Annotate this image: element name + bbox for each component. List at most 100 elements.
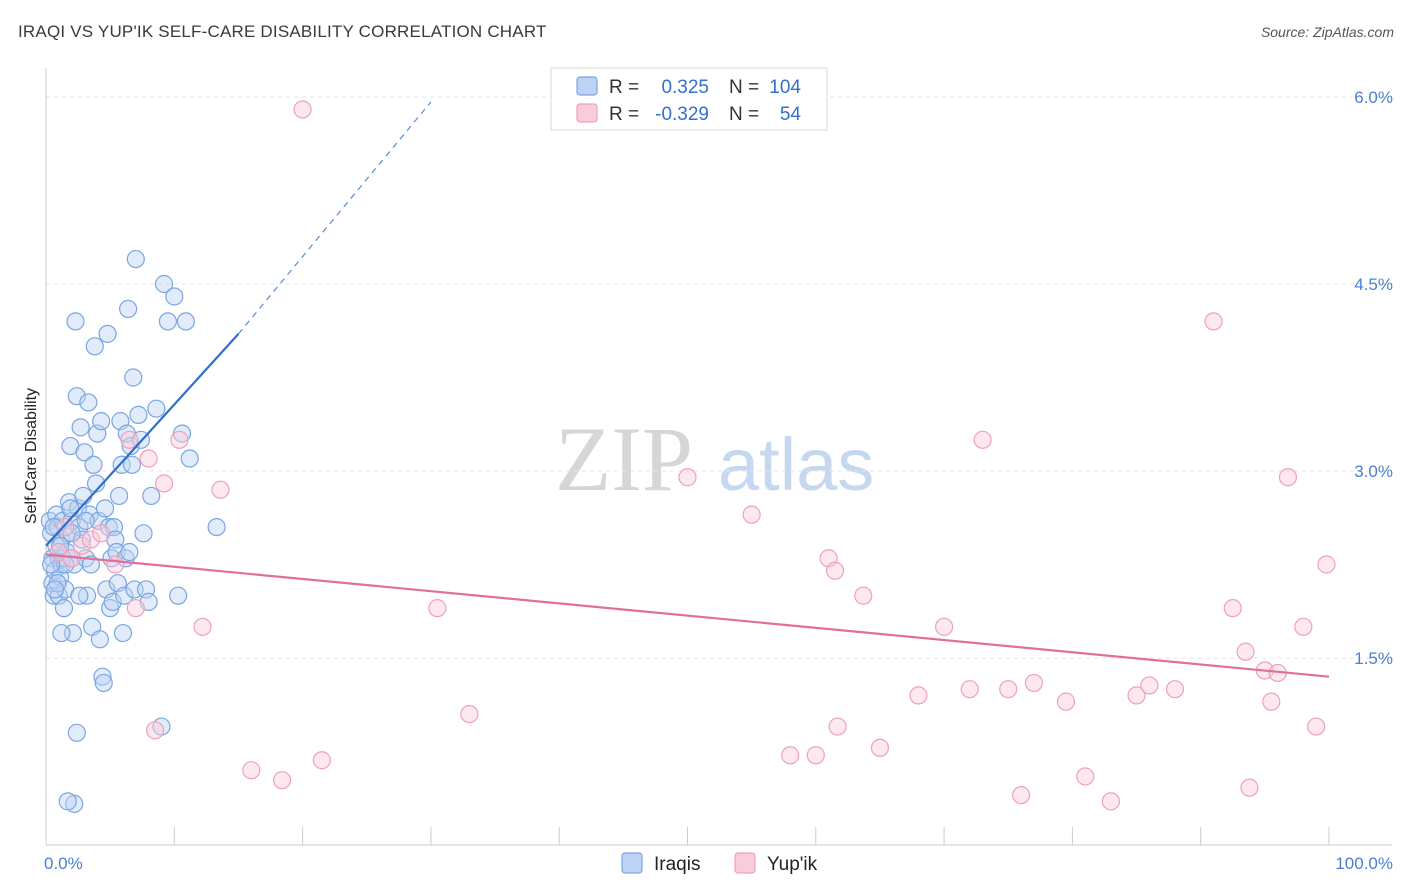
point-iraqis <box>71 418 90 437</box>
point-iraqis <box>98 324 117 343</box>
legend-swatch-yupik <box>576 103 598 123</box>
x-tick-label-max: 100.0% <box>1335 854 1393 873</box>
point-yupik <box>1240 778 1259 797</box>
point-yupik <box>1101 792 1120 811</box>
legend-n-label-iraqis: N = <box>729 77 759 98</box>
point-iraqis <box>147 399 166 418</box>
bottom-legend-label-yupik: Yup'ik <box>767 854 818 875</box>
point-yupik <box>1011 786 1031 805</box>
point-iraqis <box>154 274 174 294</box>
point-iraqis <box>126 249 145 269</box>
legend-swatch-iraqis <box>576 76 598 96</box>
point-yupik <box>1165 680 1185 699</box>
point-yupik <box>193 617 212 636</box>
trend-line-iraqis <box>45 333 240 547</box>
point-yupik <box>973 430 992 449</box>
point-yupik <box>312 751 331 770</box>
point-iraqis <box>51 536 70 555</box>
point-iraqis <box>66 312 85 331</box>
axes <box>45 68 1392 846</box>
point-iraqis <box>119 299 138 319</box>
point-iraqis <box>74 486 93 506</box>
source-label: Source: ZipAtlas.com <box>1260 24 1394 40</box>
point-yupik <box>211 480 230 499</box>
point-yupik <box>1223 599 1242 618</box>
watermark-atlas: atlas <box>718 423 874 506</box>
point-yupik <box>242 761 261 780</box>
point-iraqis <box>129 405 148 424</box>
bottom-legend-swatch-iraqis <box>621 852 643 874</box>
point-iraqis <box>169 586 188 605</box>
point-iraqis <box>61 499 80 518</box>
point-yupik <box>145 721 165 740</box>
point-iraqis <box>52 623 71 643</box>
point-yupik <box>999 680 1018 699</box>
point-yupik <box>428 599 447 618</box>
point-iraqis <box>134 524 153 543</box>
x-tick-label-min: 0.0% <box>44 854 83 873</box>
point-iraqis <box>121 436 140 456</box>
point-iraqis <box>122 455 142 474</box>
point-yupik <box>106 555 125 574</box>
point-iraqis <box>115 586 134 605</box>
point-iraqis <box>45 580 65 599</box>
point-yupik <box>120 430 139 449</box>
point-yupik <box>293 100 312 119</box>
y-tick-label: 6.0% <box>1354 88 1393 107</box>
point-yupik <box>742 505 761 524</box>
point-yupik <box>934 617 954 636</box>
point-iraqis <box>142 486 161 506</box>
point-yupik <box>960 680 979 699</box>
point-iraqis <box>165 287 184 306</box>
watermark-zip: ZIP <box>555 408 693 510</box>
bottom-legend-label-iraqis: Iraqis <box>654 854 700 875</box>
point-yupik <box>154 474 174 493</box>
point-yupik <box>854 586 873 605</box>
point-iraqis <box>120 542 139 562</box>
point-iraqis <box>84 455 103 474</box>
point-iraqis <box>95 499 115 518</box>
y-tick-label: 3.0% <box>1354 462 1393 481</box>
legend-n-label-yupik: N = <box>729 104 759 125</box>
point-iraqis <box>79 393 98 412</box>
point-yupik <box>678 468 697 487</box>
bottom-legend-swatch-yupik <box>734 852 756 874</box>
point-yupik <box>1024 673 1044 693</box>
point-iraqis <box>113 623 133 643</box>
point-yupik <box>92 524 111 543</box>
point-yupik <box>81 530 101 549</box>
point-yupik <box>909 686 928 705</box>
stats-legend: R = 0.325 N = 104 R = -0.329 N = 54 <box>550 67 828 131</box>
point-iraqis <box>58 792 77 811</box>
point-iraqis <box>93 667 112 686</box>
point-iraqis <box>180 449 199 468</box>
point-yupik <box>806 746 825 765</box>
point-yupik <box>1278 468 1298 487</box>
point-yupik <box>1236 642 1255 661</box>
trend-line-yupik <box>45 553 1330 678</box>
legend-n-iraqis: 104 <box>769 77 801 98</box>
legend-r-label-yupik: R = <box>609 104 639 125</box>
point-iraqis <box>67 723 86 742</box>
point-iraqis <box>94 673 113 693</box>
y-axis-label: Self-Care Disability <box>23 388 40 524</box>
point-yupik <box>272 771 292 790</box>
point-yupik <box>126 599 145 618</box>
y-tick-label: 4.5% <box>1354 275 1393 294</box>
point-iraqis <box>124 368 143 387</box>
point-iraqis <box>77 586 97 605</box>
point-iraqis <box>70 586 89 605</box>
point-yupik <box>56 517 75 537</box>
chart-title: IRAQI VS YUP'IK SELF-CARE DISABILITY COR… <box>18 22 547 41</box>
point-yupik <box>1076 767 1095 786</box>
point-yupik <box>72 536 92 555</box>
point-yupik <box>1204 312 1223 331</box>
point-yupik <box>1294 617 1313 636</box>
point-yupik <box>825 561 845 580</box>
y-tick-labels: 1.5% 3.0% 4.5% 6.0% <box>1354 88 1393 668</box>
point-yupik <box>460 704 479 724</box>
point-iraqis <box>158 312 177 331</box>
point-iraqis <box>76 511 95 530</box>
point-yupik <box>1056 692 1076 711</box>
